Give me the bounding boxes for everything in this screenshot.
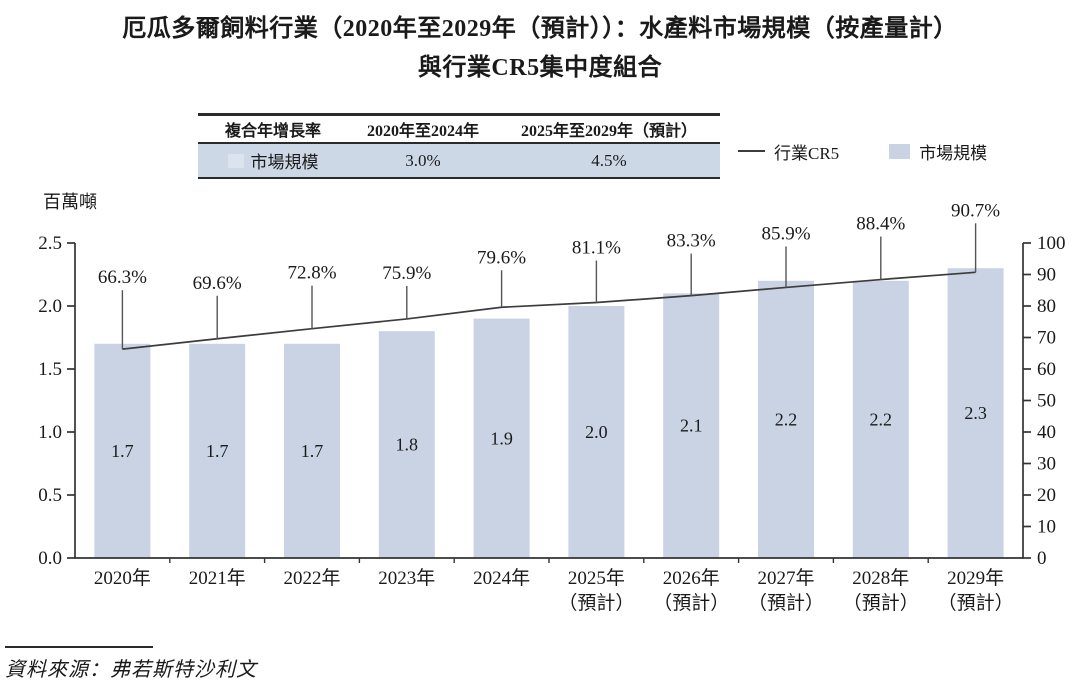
bar-value-label: 2.0 <box>585 422 608 442</box>
x-axis-category-label: 2027年 <box>757 567 814 589</box>
x-axis-category-label: 2023年 <box>378 567 435 589</box>
cagr-value-period2: 4.5% <box>591 150 627 170</box>
bar <box>189 343 246 558</box>
chart-legend: 行業CR5 市場規模 <box>738 139 987 163</box>
x-axis-category-label: 2025年 <box>568 567 625 589</box>
x-axis-category-note: （預計） <box>938 592 1014 614</box>
left-axis-tick-label: 1.5 <box>38 359 62 380</box>
x-axis-category-note: （預計） <box>748 592 824 614</box>
chart-title-line2: 與行業CR5集中度組合 <box>417 55 663 81</box>
line-series-legend-icon <box>738 150 765 152</box>
chart-title: 厄瓜多爾飼料行業（2020年至2029年（預計））：水產料市場規模（按產量計） … <box>0 10 1080 88</box>
market-size-swatch-icon <box>227 153 244 168</box>
bar <box>284 343 340 558</box>
percent-label: 88.4% <box>856 214 905 235</box>
cagr-value-period1: 3.0% <box>405 150 441 170</box>
x-axis-category-note: （預計） <box>558 592 634 614</box>
left-axis-unit-label: 百萬噸 <box>43 192 97 212</box>
source-divider <box>5 646 153 648</box>
x-axis-category-label: 2029年 <box>947 567 1004 589</box>
bar <box>852 280 909 558</box>
bar-value-label: 1.8 <box>396 435 419 455</box>
source-note: 資料來源：弗若斯特沙利文 <box>5 646 257 682</box>
right-axis-tick-label: 10 <box>1037 517 1056 538</box>
x-axis-category-label: 2024年 <box>473 567 530 589</box>
bar <box>568 306 625 558</box>
bar-value-label: 1.9 <box>490 428 513 448</box>
bar-series-legend-label: 市場規模 <box>919 143 988 163</box>
percent-label: 90.7% <box>951 200 1000 221</box>
percent-label: 66.3% <box>98 267 147 288</box>
line-series-legend-label: 行業CR5 <box>774 143 840 163</box>
cagr-header-period2: 2025年至2029年（預計） <box>520 123 697 140</box>
right-axis-tick-label: 0 <box>1037 548 1047 569</box>
bar <box>94 343 151 558</box>
left-axis-tick-label: 2.0 <box>38 296 62 317</box>
cr5-line <box>122 271 976 350</box>
bar-value-label: 2.2 <box>775 409 798 429</box>
cagr-table: 複合年增長率 2020年至2024年 2025年至2029年（預計） 市場規模 … <box>198 113 720 179</box>
percent-label: 81.1% <box>572 238 621 259</box>
cagr-row-label-cell: 市場規模 <box>198 148 348 173</box>
chart-canvas: 1.7 1.7 1.7 1.8 1.9 2.0 2.1 2.2 2.2 2.3 0.0 0.5 1.0 1… <box>38 192 1066 614</box>
right-axis-tick-label: 80 <box>1037 296 1056 317</box>
x-axis-category-note: （預計） <box>653 592 729 614</box>
right-axis-tick-label: 70 <box>1037 328 1056 349</box>
cagr-header-metric: 複合年增長率 <box>224 123 321 140</box>
right-axis-tick-label: 20 <box>1037 485 1056 506</box>
left-axis-tick-label: 1.0 <box>38 422 62 443</box>
x-axis-category-label: 2020年 <box>94 567 151 589</box>
percent-label: 83.3% <box>667 231 716 252</box>
right-axis-tick-label: 30 <box>1037 454 1056 475</box>
right-axis-tick-label: 50 <box>1037 391 1056 412</box>
percent-label: 69.6% <box>193 273 242 294</box>
bar-value-label: 1.7 <box>301 441 324 461</box>
bar-value-label: 2.3 <box>964 403 987 423</box>
percent-label: 75.9% <box>382 263 431 284</box>
bar-value-label: 1.7 <box>206 441 229 461</box>
x-axis-category-note: （預計） <box>843 592 919 614</box>
right-axis-tick-label: 60 <box>1037 359 1056 380</box>
left-axis-tick-label: 0.5 <box>38 485 62 506</box>
bar <box>758 280 814 558</box>
x-axis-category-label: 2021年 <box>189 567 246 589</box>
x-axis-category-label: 2026年 <box>663 567 720 589</box>
bar <box>663 293 720 558</box>
bar-value-label: 1.7 <box>111 441 134 461</box>
source-text: 資料來源：弗若斯特沙利文 <box>5 659 257 681</box>
left-axis-tick-label: 0.0 <box>38 548 62 569</box>
chart-title-line1: 厄瓜多爾飼料行業（2020年至2029年（預計））：水產料市場規模（按產量計） <box>122 16 958 42</box>
right-axis-tick-label: 40 <box>1037 422 1056 443</box>
bar-value-label: 2.1 <box>680 416 703 436</box>
right-axis-tick-label: 100 <box>1037 233 1066 254</box>
percent-label: 79.6% <box>477 247 526 268</box>
cagr-header-period1: 2020年至2024年 <box>366 123 479 140</box>
cagr-table-header-row: 複合年增長率 2020年至2024年 2025年至2029年（預計） <box>198 116 720 144</box>
bar <box>378 331 435 558</box>
bar-value-label: 2.2 <box>870 409 893 429</box>
x-axis-category-label: 2022年 <box>283 567 340 589</box>
cagr-table-data-row: 市場規模 3.0% 4.5% <box>198 144 720 179</box>
percent-label: 72.8% <box>287 263 336 284</box>
cagr-row-label: 市場規模 <box>250 153 319 172</box>
percent-label: 85.9% <box>761 223 810 244</box>
left-axis-tick-label: 2.5 <box>38 233 62 254</box>
bar <box>947 268 1004 558</box>
bar <box>473 318 530 558</box>
x-axis-category-label: 2028年 <box>852 567 909 589</box>
bar-series-legend-icon <box>889 143 911 159</box>
right-axis-tick-label: 90 <box>1037 265 1056 286</box>
